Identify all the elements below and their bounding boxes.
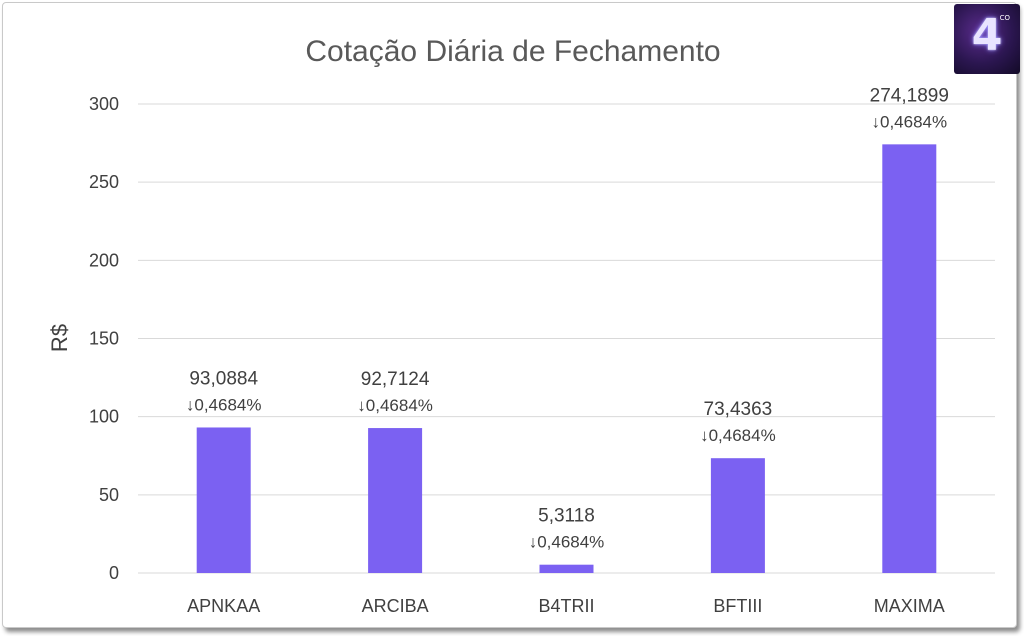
bar-change-label: ↓0,4684% [186,395,262,414]
bar-change-label: ↓0,4684% [700,426,776,445]
data-labels: 93,0884 ↓0,4684% 92,7124 ↓0,4684% 5,3118 ↓0,4… [186,85,949,551]
bar [539,564,594,573]
bar-change-label: ↓0,4684% [871,112,947,131]
logo-glyph: 4 [971,10,1003,61]
bar-value-label: 274,1899 [870,85,949,106]
bar-change-label: ↓0,4684% [529,533,605,552]
y-tick-label: 0 [109,563,119,583]
bar-value-label: 93,0884 [189,368,258,389]
bar-chart: Cotação Diária de Fechamento R$ 0 50 100 15… [47,35,995,616]
y-tick-label: 150 [89,329,119,349]
chart-frame: Cotação Diária de Fechamento R$ 0 50 100 15… [2,2,1017,628]
y-axis-label: R$ [47,324,72,352]
logo-superscript: CO [999,14,1010,22]
y-tick-label: 300 [89,94,119,114]
chart-title: Cotação Diária de Fechamento [305,35,720,68]
bar [710,458,765,573]
y-tick-label: 100 [89,407,119,427]
bar [196,427,251,573]
bar-value-label: 5,3118 [538,506,595,527]
x-tick-label: B4TRII [538,596,594,616]
bar [882,144,937,573]
bar-change-label: ↓0,4684% [357,396,433,415]
x-tick-label: ARCIBA [362,596,429,616]
x-tick-label: MAXIMA [874,596,945,616]
x-axis-ticks: APNKAA ARCIBA B4TRII BFTIII MAXIMA [187,596,945,616]
x-tick-label: APNKAA [187,596,260,616]
x-tick-label: BFTIII [713,596,762,616]
bars [196,144,937,573]
bar-value-label: 92,7124 [361,369,430,390]
y-axis-ticks: 0 50 100 150 200 250 300 [89,94,119,583]
bar-value-label: 73,4363 [704,399,773,420]
y-tick-label: 50 [99,485,119,505]
y-tick-label: 200 [89,250,119,270]
bar [368,428,423,573]
y-tick-label: 250 [89,172,119,192]
gridlines [138,103,995,574]
brand-logo-icon: 4 CO [954,4,1020,74]
